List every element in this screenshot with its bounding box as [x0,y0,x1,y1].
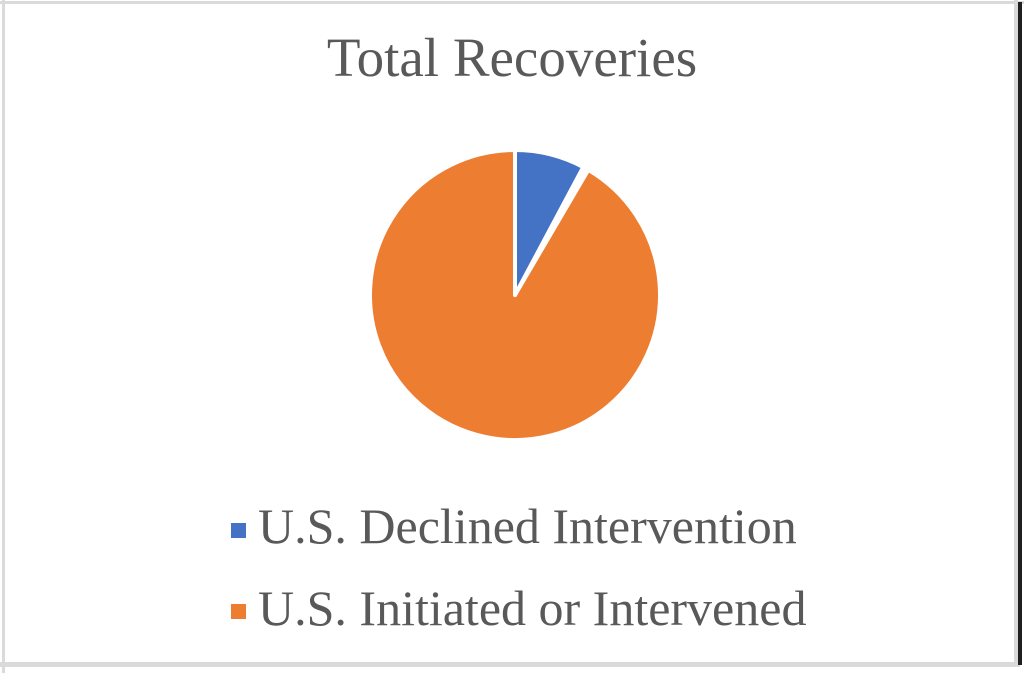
pie-chart [355,135,675,455]
legend-marker-orange-square [231,604,246,620]
legend: U.S. Declined Intervention U.S. Initiate… [231,498,806,637]
frame-edge-bottom [0,662,1020,667]
legend-item-declined: U.S. Declined Intervention [231,498,806,556]
frame-edge-right-dark [1018,2,1022,665]
legend-label-declined: U.S. Declined Intervention [258,498,797,554]
legend-item-initiated: U.S. Initiated or Intervened [231,580,806,638]
frame-edge-top [0,1,1024,4]
pie-svg [368,148,662,442]
chart-title: Total Recoveries [326,27,698,88]
legend-marker-blue-square [231,522,246,538]
pie-slice-u-s-declined-intervention [513,148,586,297]
legend-label-initiated: U.S. Initiated or Intervened [258,579,807,636]
frame-edge-right-gray [1014,0,1018,667]
frame-edge-left [2,0,5,673]
